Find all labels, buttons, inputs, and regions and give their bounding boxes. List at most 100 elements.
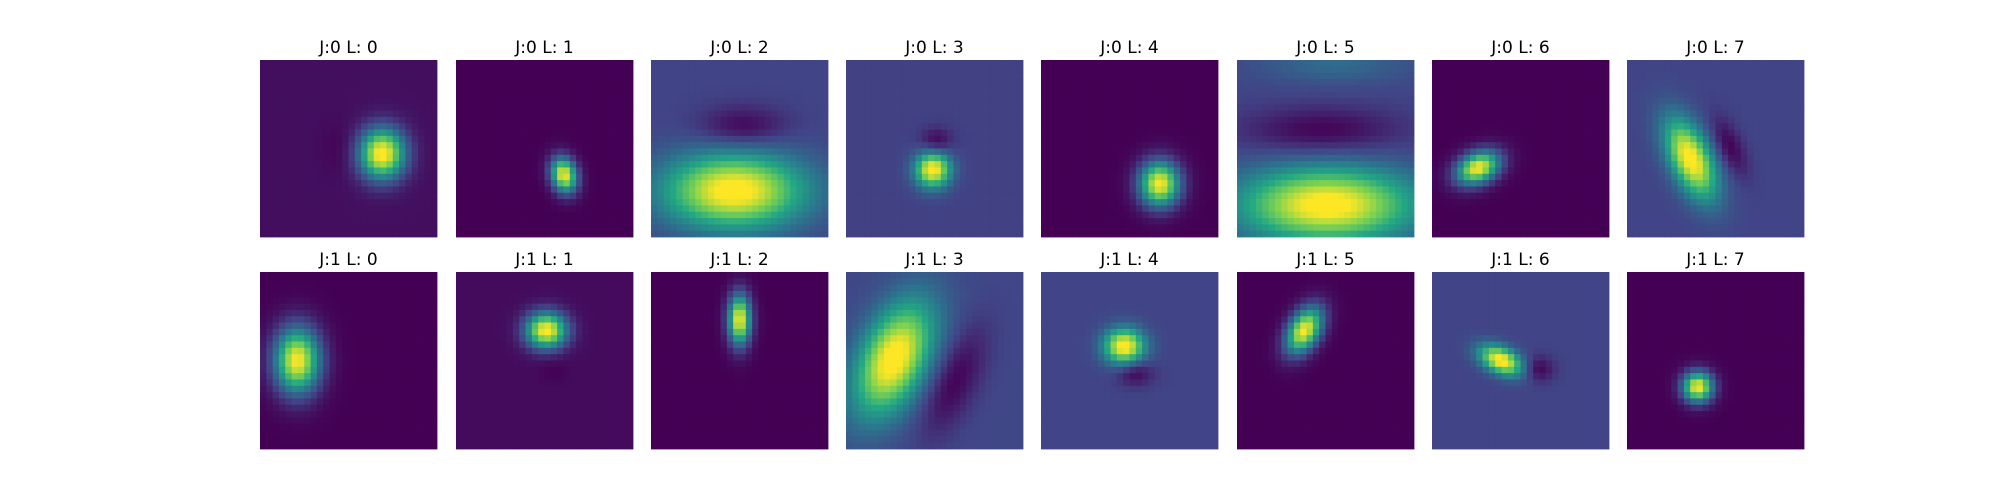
heatmap-cell — [1281, 199, 1288, 206]
heatmap-cell — [745, 66, 753, 74]
heatmap-cell — [1287, 91, 1295, 99]
heatmap-cell — [468, 72, 476, 80]
heatmap-cell — [512, 60, 520, 67]
heatmap-cell — [1388, 161, 1396, 168]
heatmap-cell — [1514, 60, 1521, 67]
heatmap-cell — [758, 91, 766, 99]
heatmap-cell — [493, 129, 501, 137]
heatmap-cell — [512, 104, 520, 111]
heatmap-cell — [915, 97, 923, 105]
heatmap-cell — [1047, 129, 1055, 137]
heatmap-cell — [266, 180, 274, 187]
heatmap-cell — [430, 123, 438, 130]
heatmap-cell — [657, 186, 665, 194]
heatmap-cell — [1281, 129, 1288, 137]
heatmap-cell — [1135, 60, 1143, 67]
heatmap-cell — [1237, 91, 1244, 99]
heatmap-cell — [921, 129, 929, 137]
heatmap-cell — [1596, 66, 1604, 74]
heatmap-cell — [1199, 161, 1206, 168]
heatmap-cell — [1085, 218, 1092, 225]
heatmap-cell — [902, 180, 910, 187]
heatmap-cell — [783, 91, 791, 99]
heatmap-cell — [1312, 97, 1320, 105]
heatmap-cell — [1249, 199, 1257, 206]
heatmap-cell — [657, 180, 665, 187]
heatmap-cell — [1148, 129, 1156, 137]
heatmap-cell — [864, 161, 872, 168]
heatmap-cell — [1199, 60, 1206, 67]
heatmap-cell — [569, 186, 577, 194]
heatmap-cell — [790, 205, 797, 213]
heatmap-cell — [688, 173, 696, 181]
heatmap-cell — [468, 142, 476, 149]
heatmap-cell — [500, 230, 507, 238]
heatmap-cell — [323, 123, 330, 130]
heatmap-cell — [348, 72, 356, 80]
heatmap-cell — [278, 173, 286, 181]
heatmap-cell — [752, 154, 759, 162]
heatmap-cell — [595, 123, 602, 130]
heatmap-cell — [607, 218, 615, 225]
heatmap-cell — [739, 135, 747, 143]
heatmap-cell — [1262, 72, 1270, 80]
heatmap-cell — [1237, 224, 1244, 232]
heatmap-cell — [525, 230, 533, 238]
heatmap-cell — [1350, 104, 1358, 111]
heatmap-cell — [777, 211, 785, 219]
heatmap-cell — [921, 180, 929, 187]
heatmap-cell — [796, 199, 804, 206]
heatmap-cell — [1450, 104, 1458, 111]
heatmap-cell — [367, 192, 375, 200]
heatmap-cell — [1363, 60, 1371, 67]
heatmap-cell — [607, 91, 615, 99]
heatmap-cell — [1325, 142, 1333, 149]
heatmap-cell — [310, 167, 318, 175]
heatmap-cell — [809, 218, 816, 225]
heatmap-cell — [1154, 186, 1162, 194]
heatmap-cell — [1066, 66, 1074, 74]
heatmap-cell — [1116, 135, 1124, 143]
heatmap-cell — [758, 199, 766, 206]
heatmap-cell — [1010, 199, 1018, 206]
heatmap-cell — [809, 135, 816, 143]
heatmap-cell — [1104, 230, 1111, 238]
heatmap-cell — [323, 224, 330, 232]
heatmap-cell — [569, 116, 577, 124]
heatmap-cell — [1004, 224, 1011, 232]
heatmap-cell — [411, 180, 419, 187]
heatmap-cell — [588, 186, 596, 194]
heatmap-cell — [1495, 110, 1502, 118]
heatmap-cell — [367, 78, 375, 86]
heatmap-cell — [1047, 161, 1055, 168]
heatmap-cell — [430, 186, 438, 194]
heatmap-cell — [354, 180, 362, 187]
heatmap-cell — [601, 104, 609, 111]
heatmap-cell — [367, 72, 375, 80]
heatmap-cell — [316, 129, 324, 137]
heatmap-cell — [815, 129, 823, 137]
heatmap-cell — [745, 72, 753, 80]
heatmap-cell — [1287, 230, 1295, 238]
heatmap-cell — [335, 205, 343, 213]
heatmap-cell — [1501, 85, 1509, 93]
heatmap-cell — [790, 129, 797, 137]
heatmap-cell — [310, 60, 318, 67]
heatmap-cell — [335, 85, 343, 93]
heatmap-cell — [1268, 97, 1276, 105]
heatmap-cell — [1167, 161, 1175, 168]
heatmap-cell — [1382, 148, 1390, 156]
heatmap-cell — [1501, 116, 1509, 124]
heatmap-cell — [272, 110, 280, 118]
heatmap-cell — [877, 173, 885, 181]
heatmap-cell — [877, 224, 885, 232]
heatmap-cell — [304, 167, 311, 175]
heatmap-cell — [1161, 224, 1168, 232]
heatmap-cell — [663, 123, 671, 130]
heatmap-cell — [1243, 66, 1251, 74]
heatmap-cell — [260, 135, 267, 143]
heatmap-cell — [487, 205, 495, 213]
heatmap-cell — [1110, 230, 1118, 238]
heatmap-cell — [487, 192, 495, 200]
heatmap-cell — [316, 186, 324, 194]
